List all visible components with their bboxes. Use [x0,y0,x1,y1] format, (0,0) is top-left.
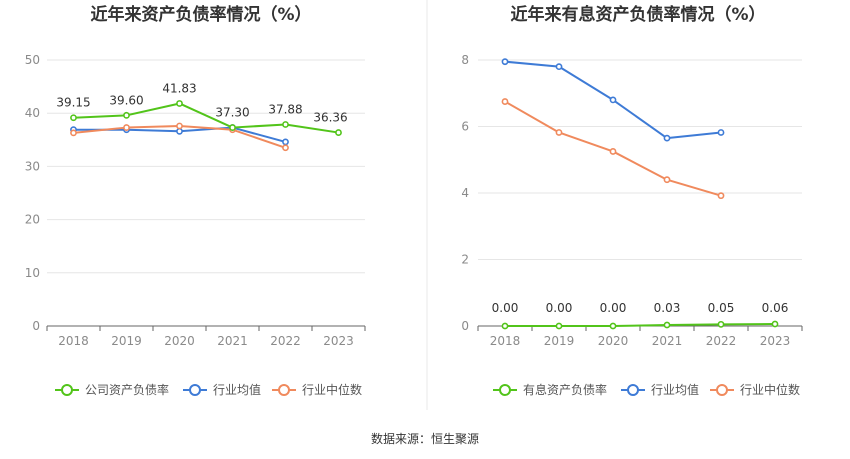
series-point [555,322,563,330]
y-tick-label: 0 [461,319,469,333]
y-tick-label: 6 [461,120,469,134]
legend-label: 有息资产负债率 [523,382,607,397]
series-point [176,127,183,135]
x-tick-label: 2021 [652,334,683,348]
series-point [282,138,289,146]
series-point [335,129,342,136]
legend-item: 行业中位数 [272,382,362,397]
legend-item: 公司资产负债率 [55,382,169,397]
x-tick-label: 2022 [270,334,301,348]
y-tick-label: 20 [25,213,40,227]
series-point [663,134,671,142]
y-tick-label: 40 [25,106,40,120]
legend-label: 行业中位数 [740,382,800,397]
legend-swatch-marker [278,384,290,396]
series-point [663,321,671,329]
y-tick-label: 0 [32,319,40,333]
series-point [717,129,725,136]
series-point [555,129,563,136]
series-point [70,114,77,122]
series-point [609,148,617,155]
series-point [282,121,289,128]
series-line [73,102,339,134]
series-point [771,320,779,328]
legend-item: 行业中位数 [710,382,800,397]
y-tick-label: 50 [25,53,40,67]
y-tick-label: 4 [461,186,469,200]
data-label: 39.15 [56,96,90,110]
data-label: 39.60 [109,93,143,107]
series-point [70,129,77,137]
x-tick-label: 2018 [58,334,89,348]
data-label: 36.36 [313,111,347,125]
x-tick-label: 2020 [598,334,629,348]
series-point [663,176,671,184]
source-note: 数据来源：恒生聚源 [371,431,479,446]
legend-label: 行业均值 [213,382,261,397]
legend-item: 有息资产负债率 [493,382,607,397]
legend-label: 行业均值 [651,382,699,397]
data-label: 41.83 [162,81,196,95]
legend-swatch-marker [716,384,728,396]
legend-label: 公司资产负债率 [85,382,169,397]
chart-title: 近年来资产负债率情况（%） [90,4,311,25]
series-point [555,63,563,71]
legend-swatch-marker [627,384,639,396]
data-label: 0.00 [492,301,519,315]
legend-item: 行业均值 [183,382,261,397]
x-tick-label: 2020 [164,334,195,348]
x-tick-label: 2018 [490,334,521,348]
data-label: 37.88 [268,102,302,116]
data-label: 37.30 [215,106,249,120]
series-point [501,98,509,105]
series-point [176,100,183,107]
legend-swatch-marker [189,384,201,396]
series-point [717,192,725,200]
x-tick-label: 2019 [111,334,142,348]
series-point [229,124,236,131]
series-point [123,124,130,131]
legend-swatch-marker [61,384,73,396]
x-tick-label: 2023 [323,334,354,348]
x-tick-label: 2022 [706,334,737,348]
chart-debt-ratio: 近年来资产负债率情况（%） 0 10 20 30 40 50 2018 2019 2020 202… [25,4,366,397]
x-tick-label: 2023 [760,334,791,348]
legend-swatch-marker [499,384,511,396]
x-tick-label: 2021 [217,334,248,348]
data-label: 0.00 [546,301,573,315]
data-label: 0.00 [600,301,627,315]
legend-item: 行业均值 [621,382,699,397]
series-line [505,323,776,327]
series-point [501,58,509,66]
y-tick-label: 2 [461,253,469,267]
legend-label: 行业中位数 [302,382,362,397]
x-tick-label: 2019 [544,334,575,348]
series-point [176,122,183,130]
chart-interest-bearing-debt-ratio: 近年来有息资产负债率情况（%） 0 2 4 6 8 2018 2019 2020 2021 202… [461,4,803,397]
series-point [609,322,617,330]
y-tick-label: 8 [461,53,469,67]
y-tick-label: 30 [25,159,40,173]
series-point [717,320,725,328]
data-label: 0.06 [762,301,789,315]
data-label: 0.03 [654,301,681,315]
chart-title: 近年来有息资产负债率情况（%） [510,4,765,25]
data-label: 0.05 [708,301,735,315]
series-point [609,96,617,104]
series-point [123,111,130,119]
series-point [501,322,509,330]
y-tick-label: 10 [25,266,40,280]
series-point [282,144,289,152]
